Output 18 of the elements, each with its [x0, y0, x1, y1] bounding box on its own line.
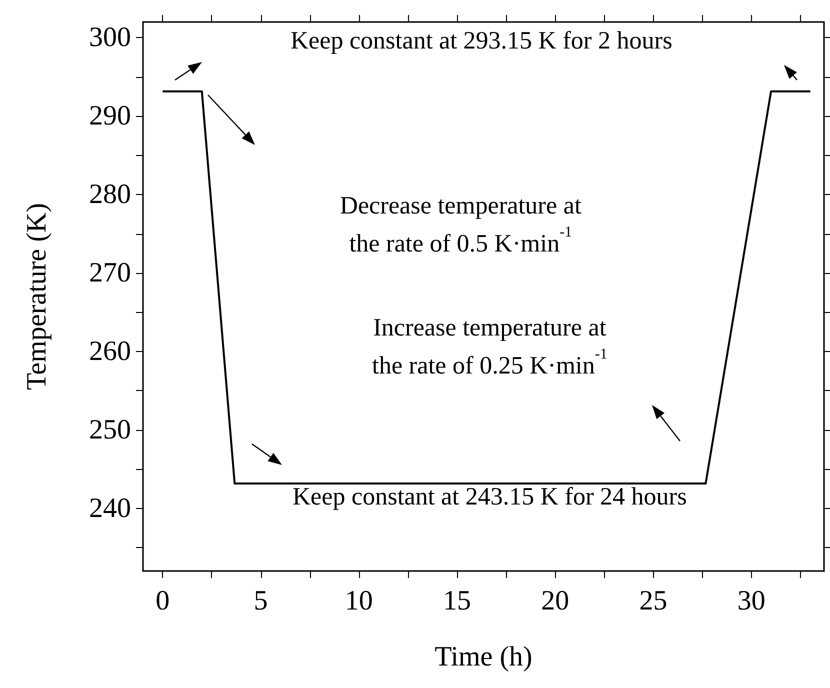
annotation: Keep constant at 293.15 K for 2 hours: [290, 28, 672, 55]
x-tick-label: 5: [254, 586, 268, 616]
y-tick-label: 260: [89, 336, 131, 367]
x-tick-label: 20: [541, 586, 570, 616]
y-tick-label: 290: [89, 100, 131, 132]
x-tick-label: 25: [639, 586, 668, 616]
y-tick-label: 300: [89, 22, 131, 54]
x-tick-label: 0: [156, 586, 170, 616]
y-tick-label: 250: [89, 414, 131, 446]
y-tick-label: 240: [89, 492, 131, 524]
y-axis-title: Temperature (K): [22, 203, 52, 390]
y-tick-label: 280: [89, 179, 131, 210]
y-tick-label: 270: [89, 257, 131, 288]
x-tick-label: 15: [443, 586, 472, 616]
annotation: Keep constant at 243.15 K for 24 hours: [292, 484, 687, 511]
x-tick-label: 30: [737, 586, 766, 616]
x-axis-title: Time (h): [434, 642, 532, 672]
x-tick-label: 10: [344, 586, 373, 616]
